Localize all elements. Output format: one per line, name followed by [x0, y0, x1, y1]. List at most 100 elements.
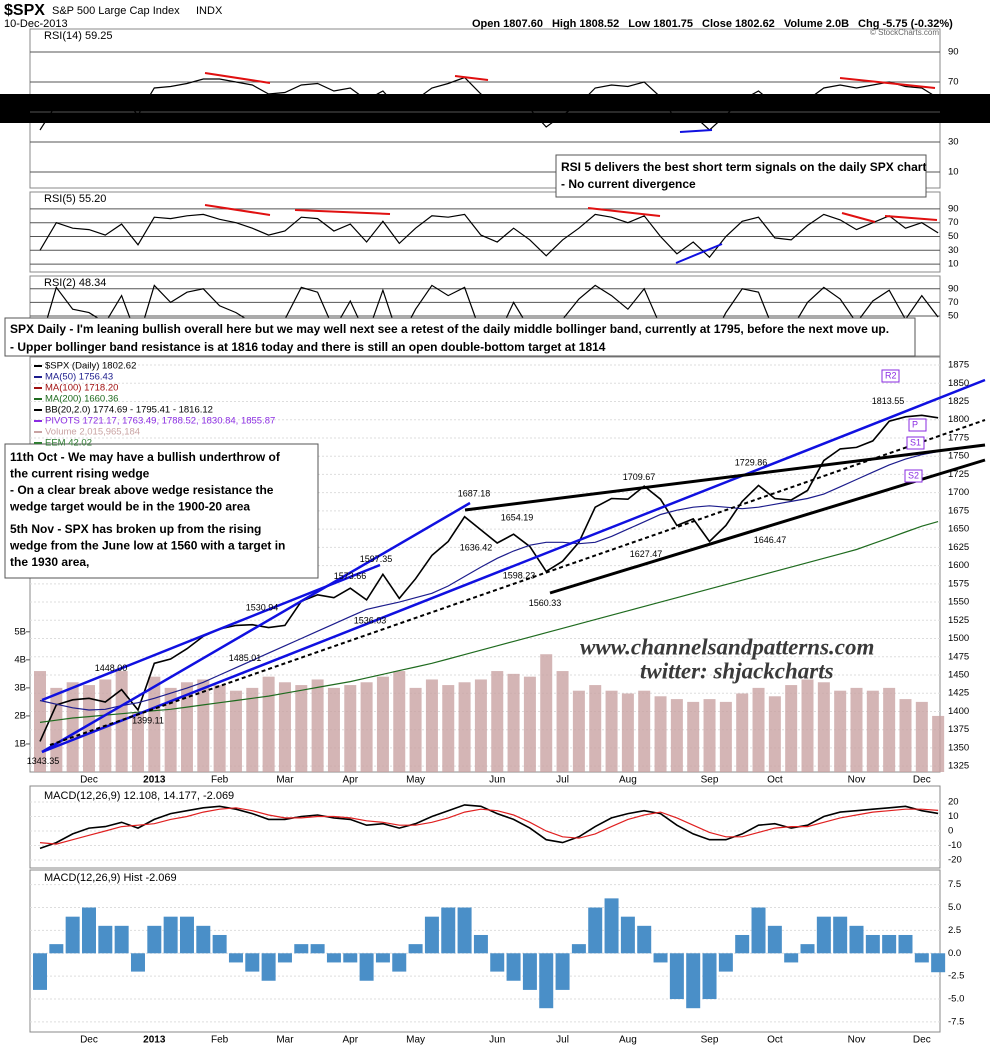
arrow [294, 209, 391, 215]
panel-title: RSI(2) 48.34 [44, 277, 106, 289]
y-tick-label: 1850 [948, 378, 969, 389]
hist-bar [735, 934, 750, 954]
y-tick-label: 90 [948, 47, 959, 58]
x-tick-label: Sep [701, 1035, 719, 1046]
hist-bar [49, 944, 64, 954]
price-label: 1687.18 [458, 488, 491, 498]
pivot-box [906, 436, 925, 450]
trendline [49, 419, 986, 746]
hist-bar [898, 934, 913, 954]
note-text: wedge from the June low at 1560 with a t… [9, 539, 285, 553]
hist-bar [931, 953, 946, 973]
marks [26, 51, 946, 1023]
legend-entry: PIVOTS 1721.17, 1763.49, 1788.52, 1830.8… [45, 416, 275, 427]
hist-bar [571, 944, 586, 954]
note-text: the current rising wedge [10, 467, 150, 481]
volume-bar [327, 687, 340, 772]
series-line [39, 414, 939, 742]
volume-bar [932, 715, 945, 772]
quote-item: High 1808.52 [552, 18, 619, 30]
volume-bar [638, 690, 651, 772]
volume-bar [572, 690, 585, 772]
hist-bar [653, 953, 668, 963]
note-text: 11th Oct - We may have a bullish underth… [10, 450, 281, 464]
hist-bar [294, 944, 309, 954]
volume-bar [899, 699, 912, 772]
y-tick-label: 1350 [948, 742, 969, 753]
y-tick-label: 10 [948, 167, 959, 178]
date: 10-Dec-2013 [4, 18, 68, 30]
hist-bar [261, 953, 276, 981]
hist-bar [637, 925, 652, 954]
hist-bar [375, 953, 390, 963]
y-tick-label: 1525 [948, 615, 969, 626]
hist-bar [408, 944, 423, 954]
price-label: 1536.03 [354, 616, 387, 626]
volume-bar [311, 679, 324, 772]
y-tick-label: 1625 [948, 542, 969, 553]
price-label: 1654.19 [501, 512, 534, 522]
y-tick-label: 1450 [948, 670, 969, 681]
volume-bar [670, 699, 683, 772]
y-tick-label: 1600 [948, 560, 969, 571]
arrow [204, 72, 271, 84]
hist-bar [784, 953, 799, 963]
note-text: - Upper bollinger band resistance is at … [10, 340, 606, 354]
note-text: wedge target would be in the 1900-20 are… [9, 500, 250, 514]
volume-bar [474, 679, 487, 772]
price-label: 1399.11 [132, 715, 164, 725]
y-tick-label: -7.5 [948, 1016, 964, 1027]
volume-bar [556, 671, 569, 772]
note-box [4, 317, 916, 357]
y2-tick-label: 2B [14, 710, 26, 721]
volume-bar [409, 687, 422, 772]
x-tick-label: May [406, 775, 425, 786]
y-tick-label: 1325 [948, 761, 969, 772]
volume-bar [540, 654, 553, 772]
y2-tick-label: 3B [14, 682, 26, 693]
price-label: 1573.66 [334, 571, 367, 581]
x-tick-label: Dec [80, 1035, 98, 1046]
hist-bar [718, 953, 733, 972]
hist-bar [65, 916, 80, 954]
hist-bar [522, 953, 537, 990]
pivot-label: P [912, 419, 918, 429]
volume-bar [197, 679, 210, 772]
trendline [41, 501, 471, 754]
volume-bar [66, 682, 79, 772]
quote-item: Low 1801.75 [628, 18, 693, 30]
arrow [679, 129, 713, 133]
trendline [41, 378, 986, 754]
hist-bar [441, 907, 456, 954]
hist-bar [81, 907, 96, 954]
hist-bar [620, 916, 635, 954]
y-tick-label: 50 [948, 231, 959, 242]
volume-bar [180, 682, 193, 772]
hist-bar [914, 953, 929, 963]
hist-bar [767, 925, 782, 954]
y-tick-label: 70 [948, 77, 959, 88]
x-tick-label: Jul [556, 1035, 569, 1046]
volume-bar [213, 685, 226, 772]
arrow [587, 207, 661, 217]
volume-bar [148, 676, 161, 772]
price-label: 1560.33 [529, 598, 562, 608]
x-tick-label: Dec [913, 1035, 931, 1046]
y-tick-label: 30 [948, 245, 959, 256]
y-tick-label: 0.0 [948, 948, 961, 959]
hist-bar [882, 934, 897, 954]
hist-bar [686, 953, 701, 1009]
volume-bar [246, 687, 259, 772]
x-tick-label: May [406, 1035, 425, 1046]
hist-bar [751, 907, 766, 954]
hist-bar [473, 934, 488, 954]
pivot-box [881, 369, 900, 383]
note-box [4, 443, 319, 579]
hist-bar [833, 916, 848, 954]
x-tick-label: Aug [619, 775, 637, 786]
y-tick-label: 10 [948, 811, 959, 822]
price-label: 1709.67 [623, 472, 656, 482]
y-tick-label: 1575 [948, 578, 969, 589]
